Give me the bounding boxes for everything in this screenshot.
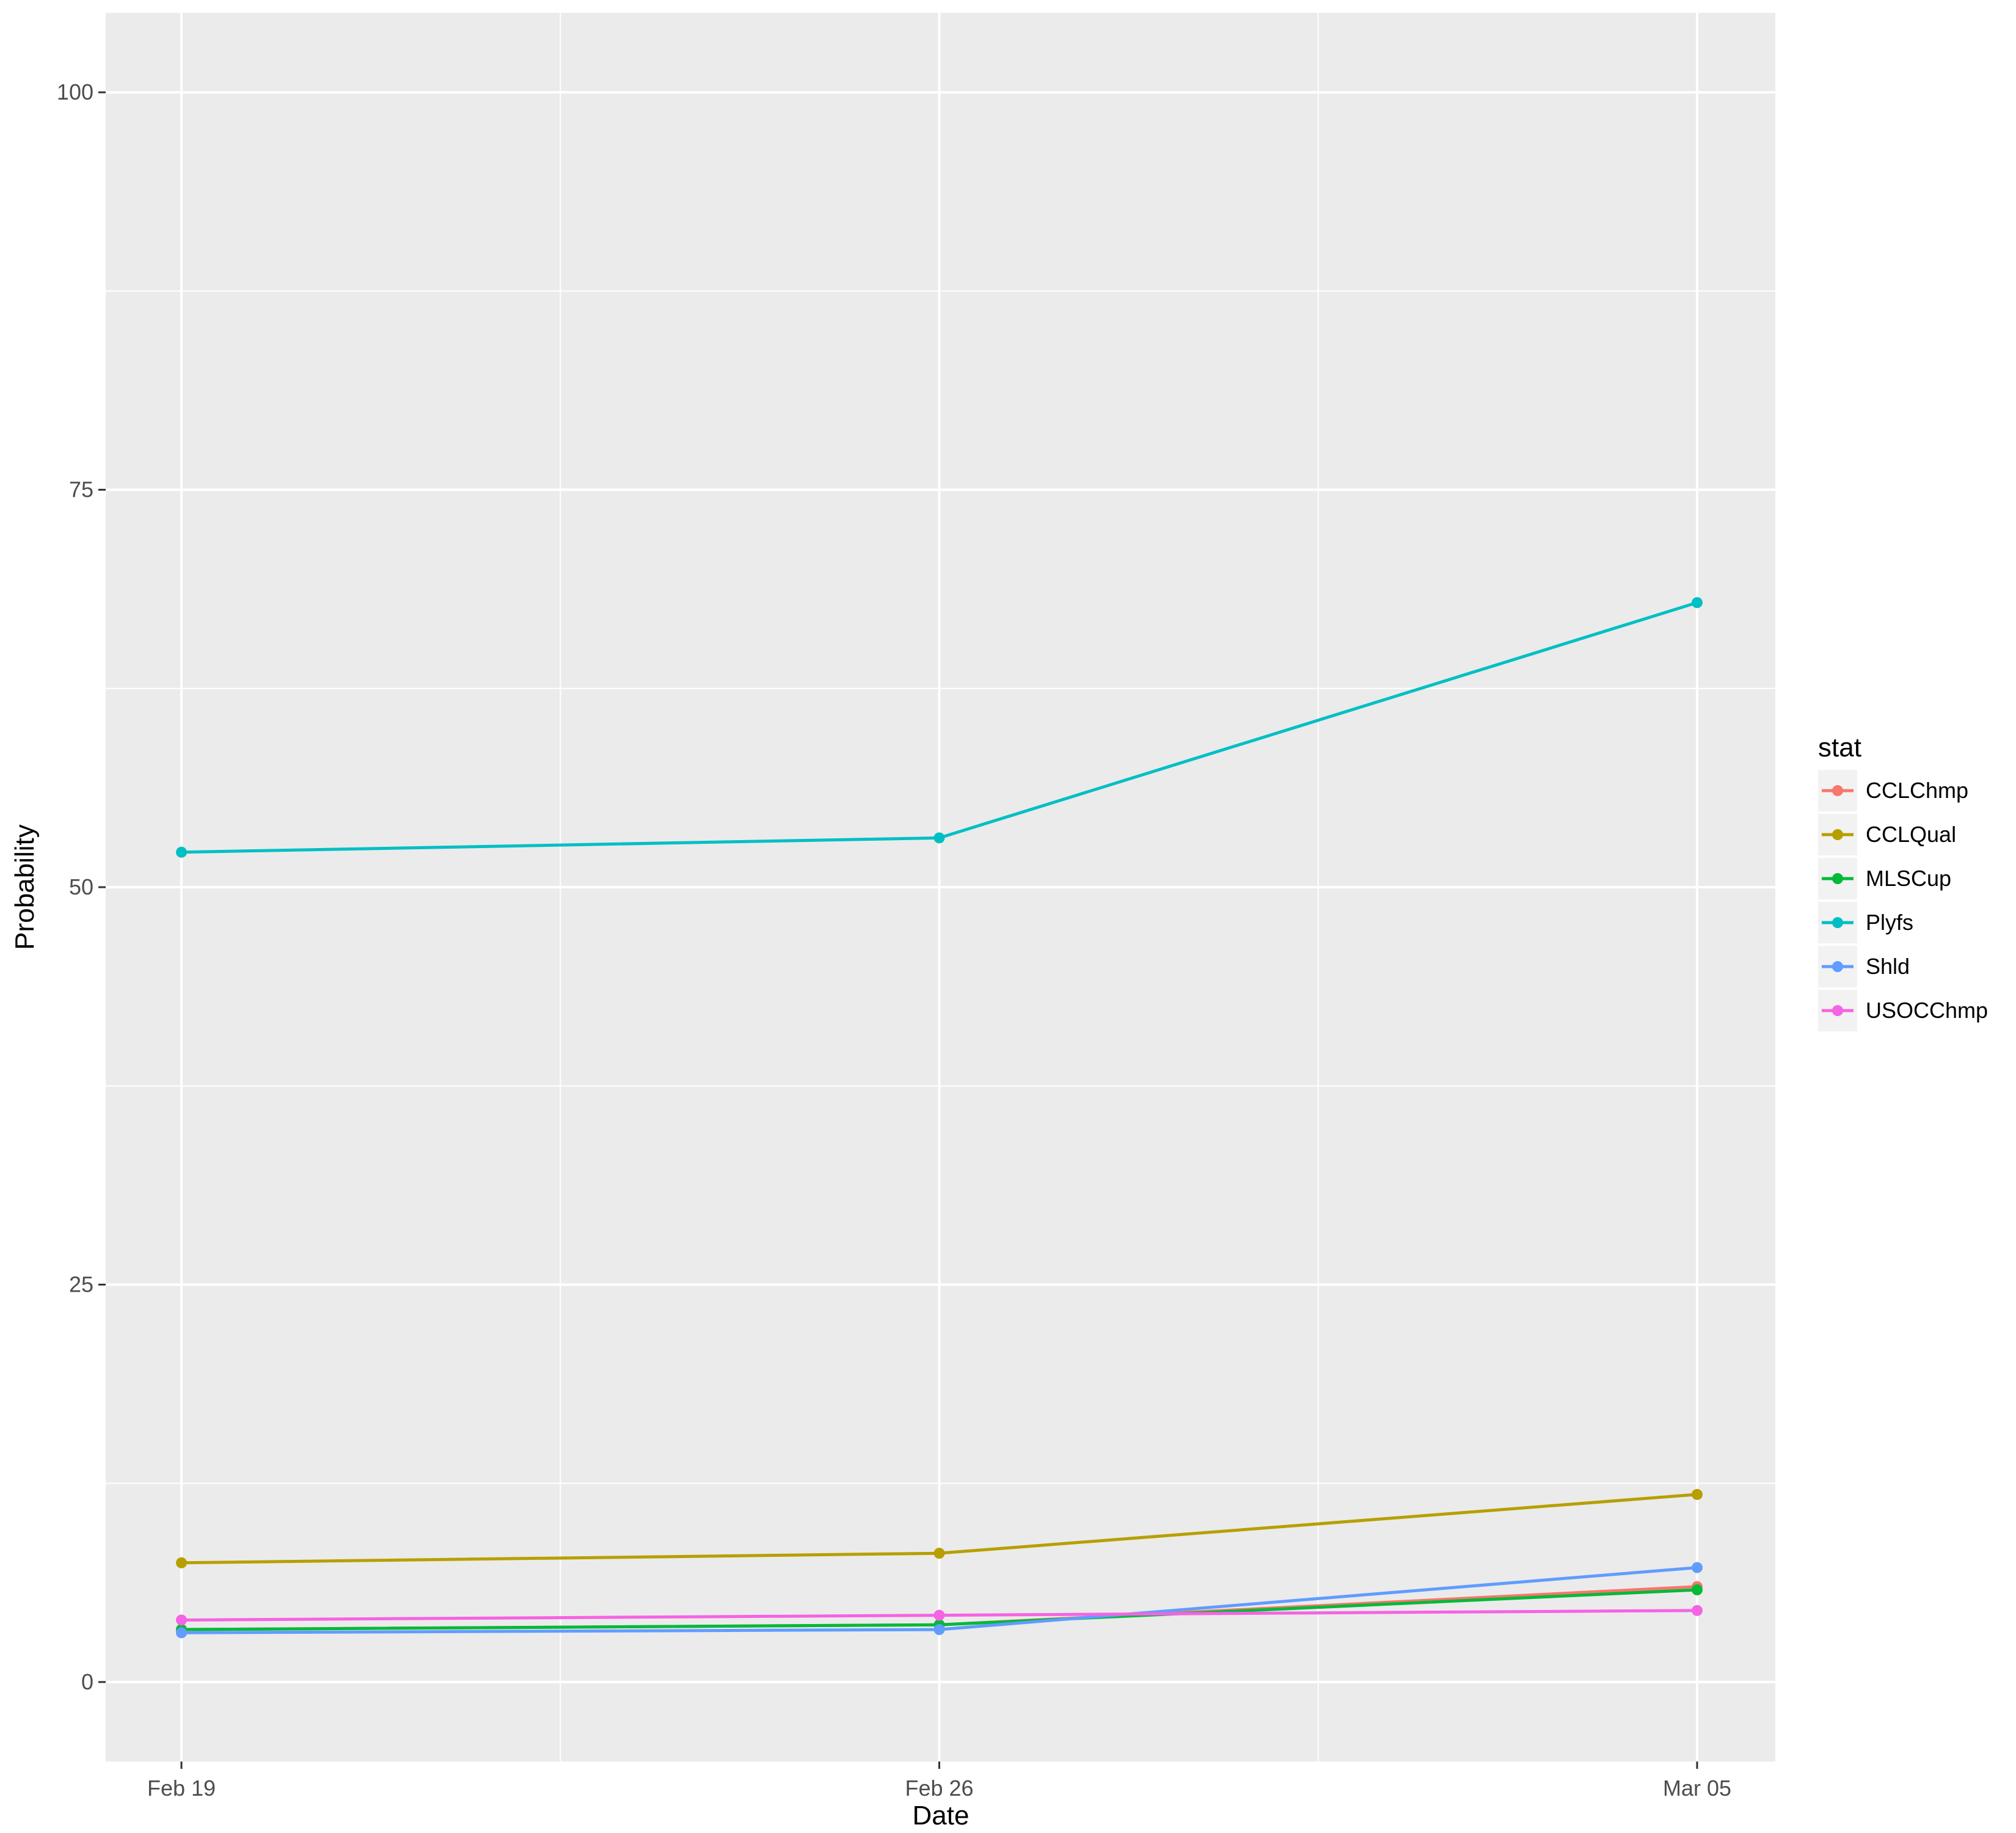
series-layer <box>176 597 1703 1639</box>
y-axis: 0 25 50 75 100 <box>57 79 106 1694</box>
y-tick-label: 50 <box>69 874 93 899</box>
data-point-shld <box>176 1627 187 1639</box>
x-tick-label: Mar 05 <box>1663 1776 1731 1801</box>
major-grid <box>106 13 1775 1762</box>
y-tick-label: 75 <box>69 477 93 502</box>
data-point-shld <box>1692 1562 1703 1573</box>
legend: stat CCLChmp CCLQual MLSCup Plyfs Shld USOCCh… <box>1818 733 1988 1031</box>
legend-label-cclchmp: CCLChmp <box>1866 778 1968 803</box>
x-axis-title: Date <box>913 1801 970 1831</box>
y-tick-label: 0 <box>81 1669 93 1694</box>
legend-label-shld: Shld <box>1866 954 1910 979</box>
data-point-usocchmp <box>1692 1604 1703 1616</box>
legend-key-point-cclchmp <box>1832 785 1843 796</box>
legend-title: stat <box>1818 733 1861 763</box>
y-axis-title: Probability <box>10 824 40 949</box>
legend-key-point-usocchmp <box>1832 1005 1843 1016</box>
legend-label-usocchmp: USOCChmp <box>1866 998 1988 1023</box>
x-tick-label: Feb 26 <box>905 1776 973 1801</box>
legend-items: CCLChmp CCLQual MLSCup Plyfs Shld USOCChmp <box>1818 770 1988 1031</box>
legend-key-point-plyfs <box>1832 917 1843 928</box>
data-point-shld <box>933 1624 945 1636</box>
data-point-cclqual <box>1692 1488 1703 1500</box>
legend-label-plyfs: Plyfs <box>1866 910 1913 935</box>
y-tick-label: 100 <box>57 79 93 104</box>
legend-label-cclqual: CCLQual <box>1866 822 1956 847</box>
data-point-cclqual <box>933 1548 945 1559</box>
data-point-plyfs <box>1692 597 1703 609</box>
x-axis: Feb 19 Feb 26 Mar 05 <box>147 1762 1731 1801</box>
data-point-usocchmp <box>176 1614 187 1626</box>
data-point-mlscup <box>1692 1584 1703 1596</box>
legend-key-point-mlscup <box>1832 873 1843 884</box>
data-point-usocchmp <box>933 1609 945 1621</box>
x-tick-label: Feb 19 <box>147 1776 216 1801</box>
data-point-plyfs <box>933 832 945 844</box>
legend-label-mlscup: MLSCup <box>1866 866 1951 891</box>
data-point-plyfs <box>176 846 187 858</box>
legend-key-point-shld <box>1832 961 1843 972</box>
y-tick-label: 25 <box>69 1271 93 1297</box>
legend-key-point-cclqual <box>1832 829 1843 840</box>
data-point-cclqual <box>176 1557 187 1568</box>
